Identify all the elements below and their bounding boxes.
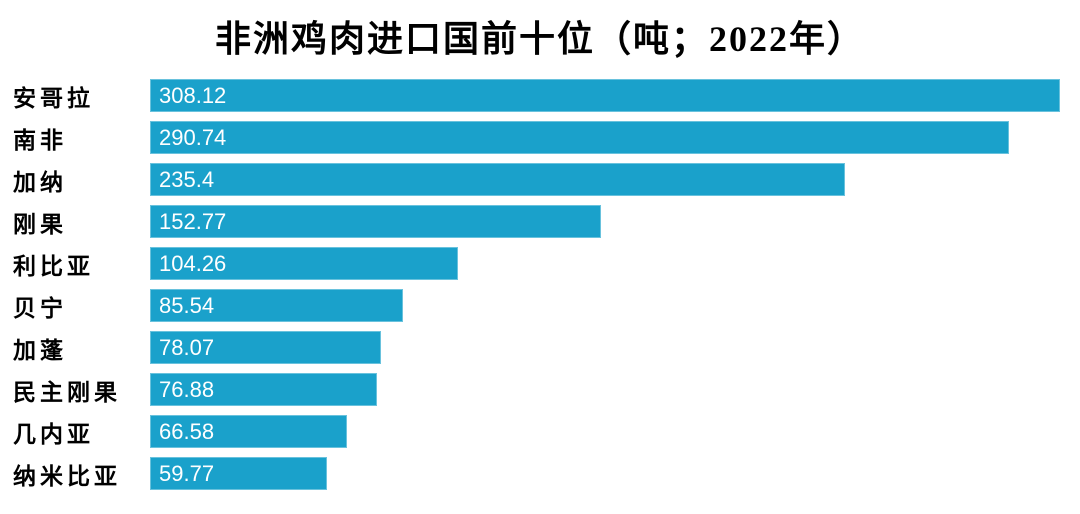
bar-track: 308.12: [150, 79, 1060, 112]
bar-value-label: 59.77: [159, 460, 215, 486]
bar-value-label: 104.26: [159, 250, 227, 276]
chart-row: 纳米比亚 59.77: [0, 457, 1080, 490]
bar-value-label: 66.58: [159, 418, 215, 444]
category-label: 民主刚果: [13, 379, 121, 405]
category-label: 加蓬: [13, 337, 67, 363]
bar: 66.58: [150, 415, 347, 448]
bar: 59.77: [150, 457, 327, 490]
bar-value-label: 308.12: [159, 82, 227, 108]
chart-row: 南非 290.74: [0, 121, 1080, 154]
bar-value-label: 78.07: [159, 334, 215, 360]
category-label: 南非: [13, 127, 67, 153]
category-label: 利比亚: [13, 253, 94, 279]
bar-track: 85.54: [150, 289, 1060, 322]
bar: 308.12: [150, 79, 1060, 112]
category-label: 纳米比亚: [13, 463, 121, 489]
chart-row: 贝宁 85.54: [0, 289, 1080, 322]
category-label: 几内亚: [13, 421, 94, 447]
bar: 104.26: [150, 247, 458, 280]
chart-row: 加蓬 78.07: [0, 331, 1080, 364]
bar-track: 59.77: [150, 457, 1060, 490]
bar-value-label: 152.77: [159, 208, 227, 234]
category-label: 安哥拉: [13, 85, 94, 111]
bar-value-label: 235.4: [159, 166, 215, 192]
bar: 152.77: [150, 205, 602, 238]
bar: 290.74: [150, 121, 1009, 154]
bar-track: 66.58: [150, 415, 1060, 448]
bar-track: 78.07: [150, 331, 1060, 364]
plot-area: 安哥拉 308.12 南非 290.74 加纳 235.4 刚果 152.77: [0, 79, 1080, 499]
bar: 85.54: [150, 289, 403, 322]
chart-row: 加纳 235.4: [0, 163, 1080, 196]
bar-track: 152.77: [150, 205, 1060, 238]
bar: 235.4: [150, 163, 846, 196]
chart-row: 利比亚 104.26: [0, 247, 1080, 280]
bar-track: 290.74: [150, 121, 1060, 154]
category-label: 刚果: [13, 211, 67, 237]
bar-track: 76.88: [150, 373, 1060, 406]
bar-track: 104.26: [150, 247, 1060, 280]
bar-value-label: 76.88: [159, 376, 215, 402]
chart-row: 刚果 152.77: [0, 205, 1080, 238]
bar-value-label: 85.54: [159, 292, 215, 318]
bar-track: 235.4: [150, 163, 1060, 196]
bar: 76.88: [150, 373, 378, 406]
bar: 78.07: [150, 331, 381, 364]
chart-title: 非洲鸡肉进口国前十位（吨；2022年）: [214, 19, 865, 59]
category-label: 加纳: [13, 169, 67, 195]
bar-value-label: 290.74: [159, 124, 227, 150]
category-label: 贝宁: [13, 295, 67, 321]
chart-row: 民主刚果 76.88: [0, 373, 1080, 406]
chart-row: 几内亚 66.58: [0, 415, 1080, 448]
chart-row: 安哥拉 308.12: [0, 79, 1080, 112]
